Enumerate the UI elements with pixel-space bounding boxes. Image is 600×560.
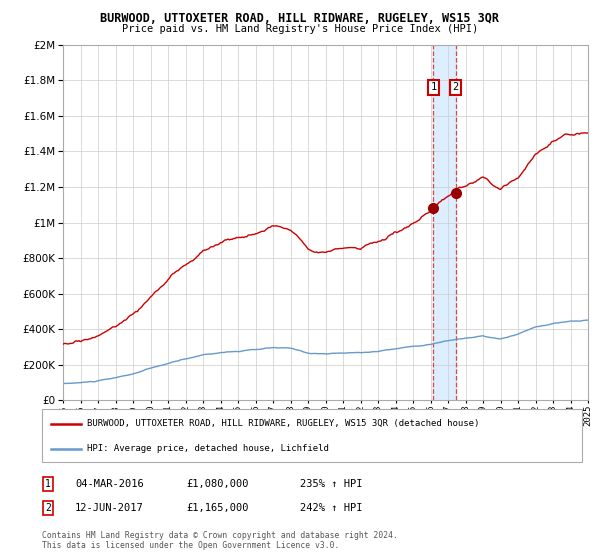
- Text: 2: 2: [45, 503, 51, 513]
- Text: 12-JUN-2017: 12-JUN-2017: [75, 503, 144, 513]
- Text: £1,165,000: £1,165,000: [186, 503, 248, 513]
- Text: BURWOOD, UTTOXETER ROAD, HILL RIDWARE, RUGELEY, WS15 3QR (detached house): BURWOOD, UTTOXETER ROAD, HILL RIDWARE, R…: [87, 419, 479, 428]
- Text: 235% ↑ HPI: 235% ↑ HPI: [300, 479, 362, 489]
- Text: 04-MAR-2016: 04-MAR-2016: [75, 479, 144, 489]
- Text: 1: 1: [430, 82, 437, 92]
- Text: 242% ↑ HPI: 242% ↑ HPI: [300, 503, 362, 513]
- Text: BURWOOD, UTTOXETER ROAD, HILL RIDWARE, RUGELEY, WS15 3QR: BURWOOD, UTTOXETER ROAD, HILL RIDWARE, R…: [101, 12, 499, 25]
- Text: 2: 2: [452, 82, 459, 92]
- Text: HPI: Average price, detached house, Lichfield: HPI: Average price, detached house, Lich…: [87, 444, 329, 453]
- Text: 1: 1: [45, 479, 51, 489]
- Text: Price paid vs. HM Land Registry's House Price Index (HPI): Price paid vs. HM Land Registry's House …: [122, 24, 478, 34]
- Bar: [433, 45, 455, 400]
- Text: £1,080,000: £1,080,000: [186, 479, 248, 489]
- Text: Contains HM Land Registry data © Crown copyright and database right 2024.
This d: Contains HM Land Registry data © Crown c…: [42, 531, 398, 550]
